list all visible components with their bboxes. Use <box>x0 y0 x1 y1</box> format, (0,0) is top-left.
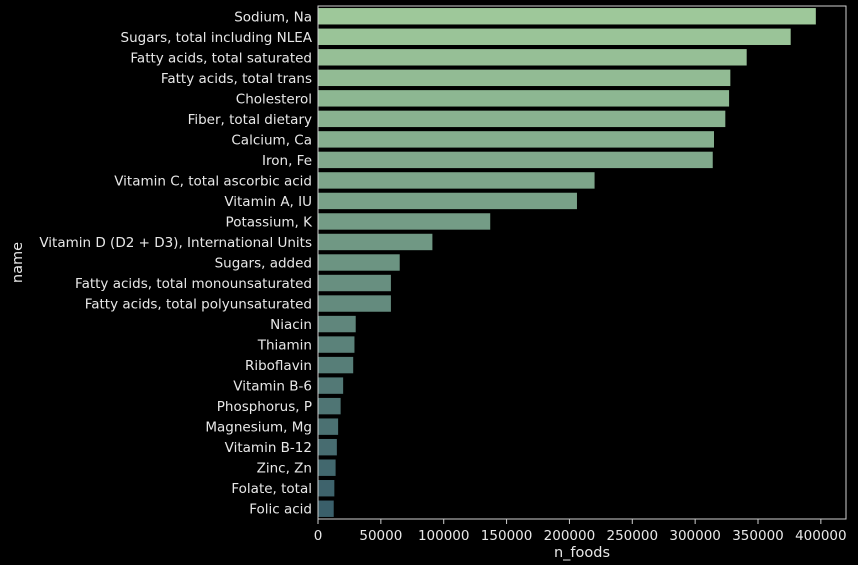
bar <box>318 131 714 148</box>
bar <box>318 172 595 189</box>
bar <box>318 315 356 333</box>
y-tick-label: Fiber, total dietary <box>188 112 312 128</box>
bar <box>318 69 731 87</box>
y-tick-label: Calcium, Ca <box>231 132 312 148</box>
y-tick-label: Thiamin <box>257 338 312 354</box>
y-axis-label: name <box>10 242 26 283</box>
bar <box>318 397 341 415</box>
y-tick-label: Iron, Fe <box>262 153 312 169</box>
y-tick-label: Fatty acids, total polyunsaturated <box>85 297 312 313</box>
y-tick-label: Vitamin B-6 <box>233 379 312 395</box>
bar <box>318 213 491 230</box>
x-tick-label: 250000 <box>607 528 659 544</box>
bar <box>318 356 354 374</box>
bar <box>318 110 726 128</box>
y-tick-label: Phosphorus, P <box>217 399 312 415</box>
y-tick-label: Fatty acids, total trans <box>161 71 312 87</box>
x-tick-label: 100000 <box>418 528 470 544</box>
y-tick-label: Cholesterol <box>236 91 312 107</box>
y-tick-label: Folic acid <box>249 502 312 518</box>
bar <box>318 28 791 45</box>
y-tick-label: Vitamin D (D2 + D3), International Units <box>39 235 312 251</box>
plot-frame <box>317 5 847 520</box>
bar <box>318 459 336 476</box>
y-tick-label: Fatty acids, total saturated <box>130 50 312 66</box>
y-tick-label: Vitamin A, IU <box>224 194 312 210</box>
x-tick-label: 150000 <box>481 528 533 544</box>
y-tick-label: Potassium, K <box>226 214 314 230</box>
bar <box>318 295 391 312</box>
bar <box>318 49 747 66</box>
y-tick-label: Folate, total <box>231 481 312 497</box>
x-tick-label: 200000 <box>544 528 596 544</box>
y-tick-label: Vitamin B-12 <box>225 440 312 456</box>
bar <box>318 254 400 271</box>
y-tick-label: Zinc, Zn <box>257 461 312 477</box>
y-tick-label: Vitamin C, total ascorbic acid <box>114 173 312 189</box>
x-tick-label: 0 <box>314 528 323 544</box>
y-tick-label: Fatty acids, total monounsaturated <box>75 276 312 292</box>
bar <box>318 480 335 497</box>
y-tick-label: Sugars, total including NLEA <box>121 30 313 46</box>
x-tick-label: 400000 <box>795 528 847 544</box>
bar <box>318 233 433 251</box>
y-tick-label: Sodium, Na <box>234 9 312 25</box>
bars-group <box>318 8 816 517</box>
x-tick-label: 50000 <box>359 528 402 544</box>
bar <box>318 438 337 456</box>
y-tick-labels: Sodium, Na Sugars, total including NLEA Fa… <box>39 9 313 517</box>
y-tick-label: Riboflavin <box>245 358 312 374</box>
x-axis-label: n_foods <box>554 545 610 561</box>
bar <box>318 500 334 517</box>
y-tick-label: Sugars, added <box>215 256 312 272</box>
x-tick-label: 350000 <box>732 528 784 544</box>
bar <box>318 192 577 210</box>
bar <box>318 377 344 394</box>
bar <box>318 274 391 292</box>
x-ticks: 0 50000 100000 150000 200000 250000 300000 3500… <box>314 519 847 544</box>
bar <box>318 336 355 353</box>
bar <box>318 418 339 435</box>
y-tick-label: Niacin <box>270 317 312 333</box>
bar <box>318 90 730 107</box>
bar <box>318 8 816 25</box>
bar <box>318 151 713 169</box>
x-tick-label: 300000 <box>669 528 721 544</box>
y-tick-label: Magnesium, Mg <box>205 420 312 436</box>
